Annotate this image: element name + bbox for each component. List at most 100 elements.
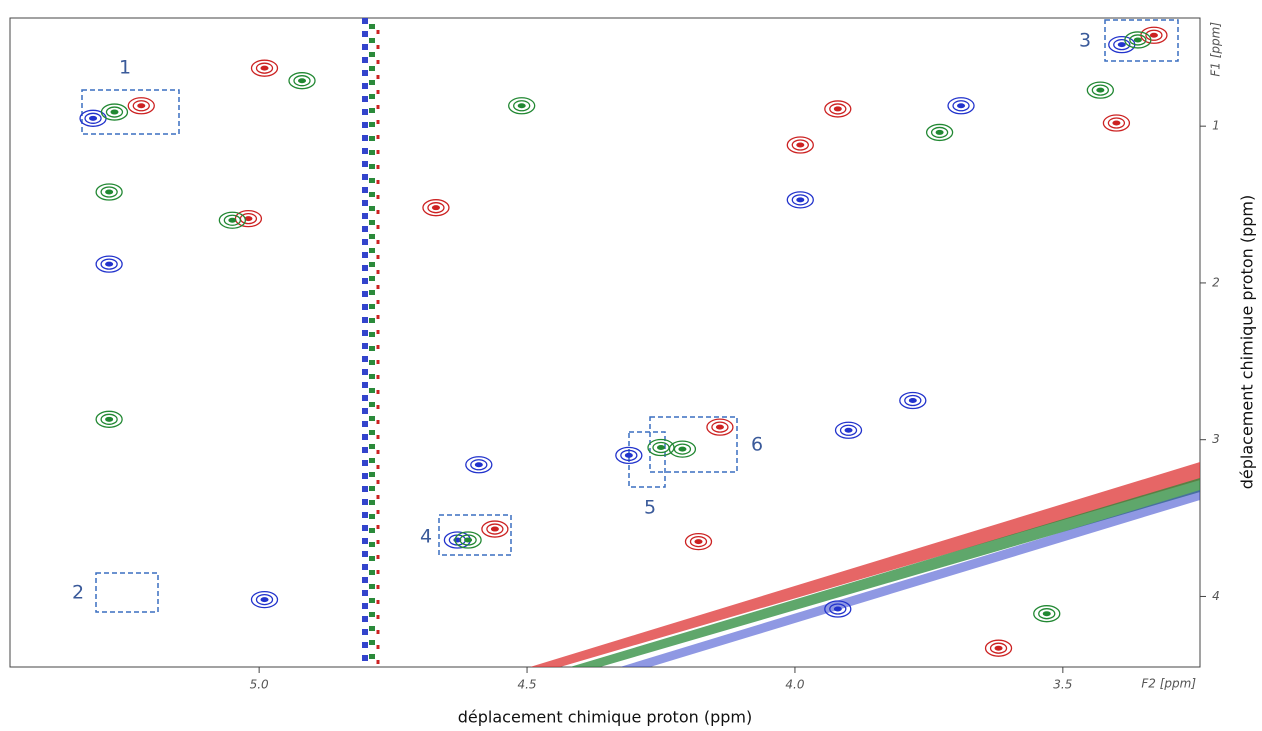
peak: [684, 532, 713, 551]
x-axis-name: F2 [ppm]: [1141, 677, 1196, 691]
peak-contour: [844, 427, 853, 433]
peak-contour: [930, 126, 949, 139]
peak: [899, 391, 927, 410]
peak: [100, 103, 129, 121]
y-tick-label: 4: [1212, 589, 1220, 603]
peak: [250, 59, 279, 77]
peak: [127, 97, 155, 115]
peak-contour: [1091, 84, 1109, 96]
peak-contour: [833, 106, 842, 112]
peak: [615, 446, 643, 465]
peak: [218, 211, 247, 229]
peak-contour: [100, 186, 118, 198]
peak-contour: [989, 642, 1008, 654]
peak-contour: [791, 194, 809, 206]
peak: [1086, 81, 1114, 99]
annotation-box: [438, 514, 512, 556]
peak-contour: [105, 189, 114, 195]
peak: [647, 438, 675, 457]
peak-contour: [791, 139, 809, 151]
y-tick-label: 1: [1212, 119, 1220, 133]
peak-contour: [110, 109, 119, 115]
annotation-box: [81, 89, 180, 135]
diagonal: [570, 478, 1200, 667]
peak-contour: [1042, 611, 1051, 617]
annotation: 5: [644, 497, 656, 519]
peak-contour: [1096, 87, 1105, 93]
y-tick-label: 3: [1212, 432, 1220, 446]
peak: [1124, 31, 1152, 49]
peak-contour: [1117, 42, 1126, 48]
peak-contour: [620, 449, 638, 462]
peak-contour: [715, 424, 724, 430]
peak-contour: [260, 597, 269, 603]
peak-contour: [223, 214, 242, 226]
annotation: 2: [72, 582, 84, 604]
y-tick-label: 2: [1212, 275, 1220, 289]
peak-contour: [228, 217, 237, 223]
annotation-box: [628, 431, 666, 488]
peak: [824, 100, 852, 118]
y-axis-label: déplacement chimique proton (ppm): [1238, 195, 1257, 489]
peak-contour: [260, 65, 269, 71]
peak: [947, 97, 975, 115]
peak-contour: [1112, 120, 1121, 126]
peak: [95, 410, 123, 428]
peak-contour: [904, 394, 922, 407]
peak: [786, 136, 814, 154]
peak-contour: [1107, 117, 1126, 129]
peak: [481, 520, 509, 538]
peak: [984, 639, 1013, 657]
peak-contour: [105, 106, 124, 118]
peak-contour: [431, 205, 440, 211]
plot-frame: [9, 17, 1201, 668]
peak-contour: [459, 534, 477, 546]
peak-contour: [796, 197, 805, 203]
peak: [95, 255, 123, 273]
annotation-box: [1104, 19, 1179, 62]
peak-contour: [474, 462, 483, 468]
peak-contour: [624, 452, 633, 458]
peak: [422, 199, 450, 217]
peak-contour: [100, 258, 118, 270]
peak: [465, 456, 493, 474]
peak: [288, 72, 316, 90]
peak-contour: [1129, 34, 1147, 46]
peak: [1102, 114, 1131, 132]
peak-contour: [994, 645, 1003, 651]
peak-contour: [689, 535, 708, 548]
peak-contour: [513, 100, 531, 112]
peak-contour: [490, 526, 499, 532]
peak-contour: [908, 398, 917, 404]
peak-contour: [100, 413, 118, 425]
peak: [925, 123, 954, 142]
peak: [1033, 605, 1061, 623]
peak-contour: [1145, 29, 1163, 41]
peak-contour: [935, 129, 944, 135]
annotation: 4: [420, 526, 432, 548]
peak-contour: [833, 606, 842, 612]
annotation-box: [95, 572, 159, 613]
peak-contour: [486, 523, 504, 535]
peak: [834, 421, 863, 439]
peak-contour: [829, 603, 847, 615]
peak-contour: [711, 421, 729, 433]
peak: [668, 440, 697, 458]
annotation: 6: [751, 434, 763, 456]
peak-contour: [1113, 38, 1131, 51]
peak-contour: [84, 112, 102, 124]
peak-contour: [244, 216, 253, 222]
peak-contour: [678, 446, 687, 452]
peak: [508, 97, 536, 115]
peak-contour: [517, 103, 526, 109]
peak-contour: [957, 103, 966, 109]
x-tick-label: 5.0: [250, 678, 269, 692]
peak-contour: [105, 261, 114, 267]
peak-contour: [105, 416, 114, 422]
diagonal: [530, 462, 1200, 667]
annotation: 1: [119, 57, 131, 79]
peak-contour: [1038, 608, 1056, 620]
peak: [250, 590, 279, 609]
x-tick-label: 4.0: [785, 678, 804, 692]
x-tick-label: 3.5: [1053, 678, 1072, 692]
